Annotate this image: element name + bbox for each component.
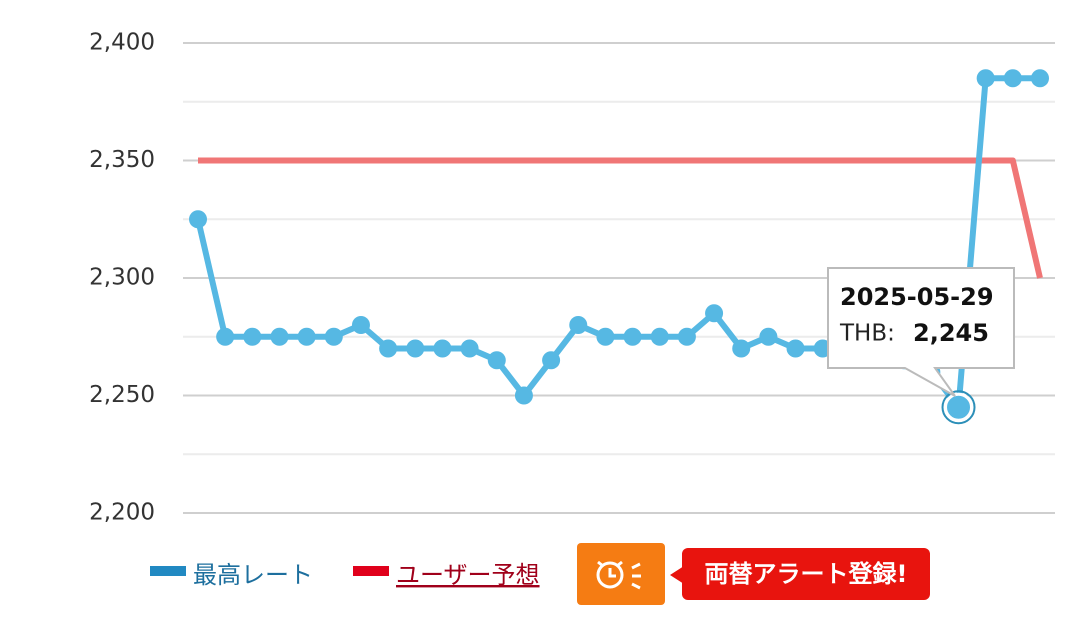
alert-label[interactable]: 両替アラート登録! [705,560,908,588]
legend-label: 最高レート [193,561,313,589]
point [569,316,588,334]
point [433,339,452,358]
point [759,327,778,346]
point [270,327,289,346]
highlight-ring [941,390,976,425]
alert-arrow [670,566,684,584]
point [786,339,805,358]
tooltip: 2025-05-29 THB: 2,245 [827,267,1015,397]
tooltip-series: THB: [839,321,895,347]
tooltip-date: 2025-05-29 [840,283,994,311]
point [379,339,398,358]
legend-label[interactable]: ユーザー予想 [396,561,540,589]
point [487,351,506,370]
grid: 2,200 2,250 2,300 2,350 2,400 [89,30,1055,526]
alert-button[interactable]: 両替アラート登録! [577,543,930,605]
point [1003,69,1022,88]
y-tick-label: 2,400 [89,30,155,56]
point [677,327,696,346]
y-tick-label: 2,300 [89,265,155,291]
lines [189,69,1049,425]
highlight-point [944,392,974,422]
alert-clock [596,561,624,589]
point [976,69,995,88]
point [1031,69,1049,88]
point [406,339,425,358]
point [596,327,615,346]
point [650,327,669,346]
series-line [198,157,1043,279]
alert-label-box[interactable] [682,548,930,600]
tooltip-value: 2,245 [913,319,989,347]
point [297,327,316,346]
point [542,351,561,370]
y-tick-label: 2,250 [89,382,155,408]
alert-icon [597,560,641,590]
y-tick-label: 2,200 [89,500,155,526]
point [189,210,207,229]
point [216,327,235,346]
point [705,304,724,323]
point [514,386,533,405]
legend-swatch [150,566,186,576]
legend-swatch [353,566,389,576]
point [623,327,642,346]
point [460,339,479,358]
point [732,339,751,358]
tooltip-box [827,267,1015,397]
point [351,316,370,334]
point [324,327,343,346]
legend: 最高レート ユーザー予想 [150,561,540,589]
point [243,327,262,346]
y-tick-label: 2,350 [89,147,155,173]
